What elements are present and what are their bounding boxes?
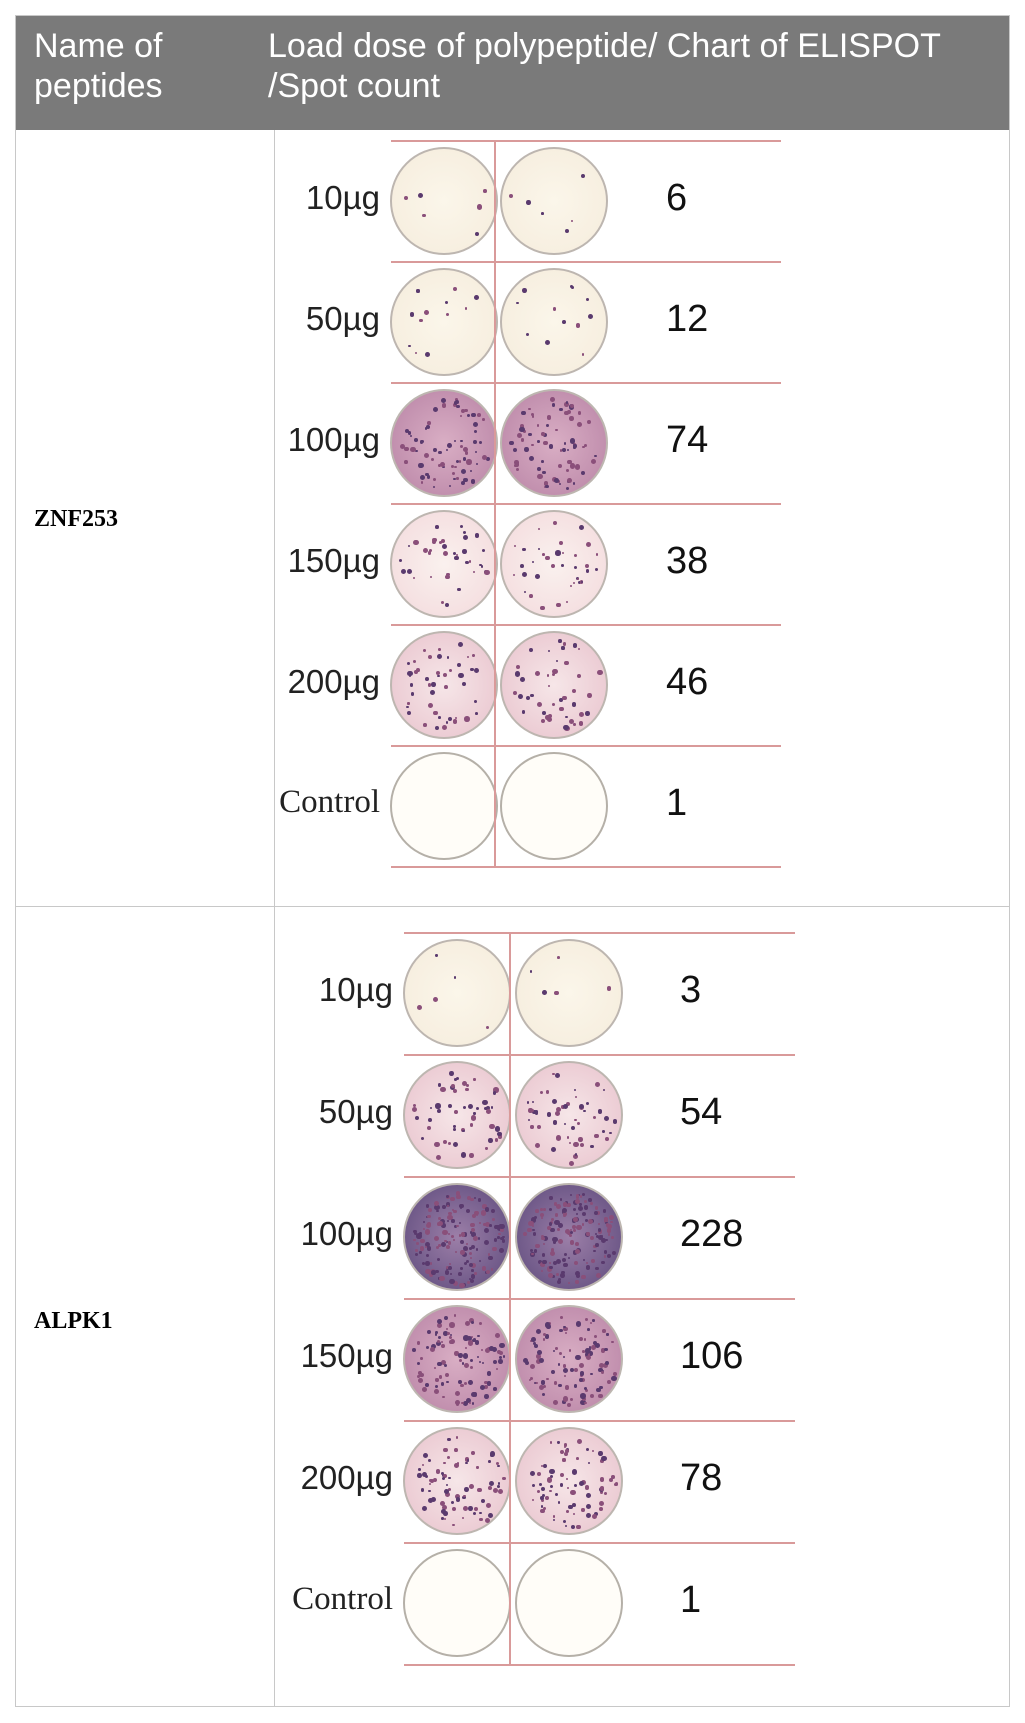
elispot-well: [390, 388, 498, 497]
dose-label: 50µg: [318, 1093, 393, 1130]
column-divider: [274, 130, 275, 1706]
elispot-row: Control 1: [16, 745, 1009, 866]
elispot-well: [515, 1427, 623, 1535]
elispot-well: [390, 509, 498, 618]
elispot-well: [515, 1061, 623, 1169]
header-load-dose: Load dose of polypeptide/ Chart of ELISP…: [268, 27, 941, 105]
dose-label: 150µg: [287, 541, 380, 579]
spot-count: 46: [666, 660, 709, 703]
well-separator: [509, 932, 511, 1664]
dose-label: 200µg: [300, 1459, 393, 1496]
row-line: [391, 503, 781, 505]
elispot-table: Name of peptides Load dose of polypeptid…: [15, 15, 1010, 1707]
elispot-row: 50µg 12: [16, 261, 1009, 382]
well-separator: [494, 140, 496, 866]
row-line: [404, 1054, 795, 1056]
elispot-well: [500, 509, 608, 618]
elispot-row: 10µg 6: [16, 140, 1009, 261]
spot-count: 78: [680, 1457, 723, 1499]
row-line: [391, 140, 781, 142]
dose-label: 100µg: [300, 1215, 393, 1252]
elispot-well: [403, 1061, 511, 1169]
panel-bottom-line: [391, 866, 781, 868]
elispot-row: 150µg 106: [16, 1298, 1009, 1420]
elispot-well: [515, 1549, 623, 1657]
elispot-well: [500, 630, 608, 739]
elispot-well: [403, 1549, 511, 1657]
row-line: [404, 1542, 795, 1544]
spot-count: 12: [666, 297, 709, 340]
header-name-of-peptides: Name of peptides: [34, 27, 163, 105]
row-line: [404, 1298, 795, 1300]
elispot-row: 100µg 228: [16, 1176, 1009, 1298]
row-divider: [16, 906, 1009, 907]
spot-count: 106: [680, 1335, 744, 1377]
elispot-row: 150µg 38: [16, 503, 1009, 624]
elispot-well: [500, 267, 608, 376]
elispot-row: 200µg 78: [16, 1420, 1009, 1542]
elispot-row: Control 1: [16, 1542, 1009, 1664]
dose-label: 10µg: [305, 178, 380, 216]
peptide-name-znf253: ZNF253: [34, 506, 118, 532]
dose-label: 10µg: [318, 971, 393, 1008]
elispot-well: [390, 751, 498, 860]
elispot-well: [515, 939, 623, 1047]
row-line: [391, 745, 781, 747]
elispot-row: 10µg 3: [16, 932, 1009, 1054]
spot-count: 1: [666, 781, 688, 824]
table-header: Name of peptides Load dose of polypeptid…: [16, 16, 1009, 130]
elispot-well: [515, 1183, 623, 1291]
dose-label: Control: [279, 783, 380, 820]
peptide-name-alpk1: ALPK1: [34, 1308, 113, 1334]
elispot-well: [500, 388, 608, 497]
elispot-well: [403, 1427, 511, 1535]
row-line: [404, 932, 795, 934]
spot-count: 6: [666, 176, 688, 219]
elispot-row: 200µg 46: [16, 624, 1009, 745]
spot-count: 54: [680, 1091, 723, 1133]
elispot-well: [390, 267, 498, 376]
elispot-well: [390, 630, 498, 739]
row-line: [404, 1176, 795, 1178]
row-line: [391, 261, 781, 263]
elispot-well: [403, 939, 511, 1047]
row-line: [391, 382, 781, 384]
elispot-well: [390, 146, 498, 255]
elispot-row: 100µg 74: [16, 382, 1009, 503]
spot-count: 38: [666, 539, 709, 582]
elispot-well: [403, 1183, 511, 1291]
elispot-well: [500, 751, 608, 860]
row-line: [404, 1420, 795, 1422]
dose-label: 100µg: [287, 420, 380, 458]
dose-label: 200µg: [287, 662, 380, 700]
spot-count: 3: [680, 969, 702, 1011]
spot-count: 228: [680, 1213, 744, 1255]
dose-label: 50µg: [305, 299, 380, 337]
row-line: [391, 624, 781, 626]
elispot-well: [403, 1305, 511, 1413]
dose-label: 150µg: [300, 1337, 393, 1374]
dose-label: Control: [292, 1581, 393, 1617]
elispot-well: [515, 1305, 623, 1413]
spot-count: 1: [680, 1579, 702, 1621]
elispot-row: 50µg 54: [16, 1054, 1009, 1176]
panel-bottom-line: [404, 1664, 795, 1666]
elispot-well: [500, 146, 608, 255]
spot-count: 74: [666, 418, 709, 461]
